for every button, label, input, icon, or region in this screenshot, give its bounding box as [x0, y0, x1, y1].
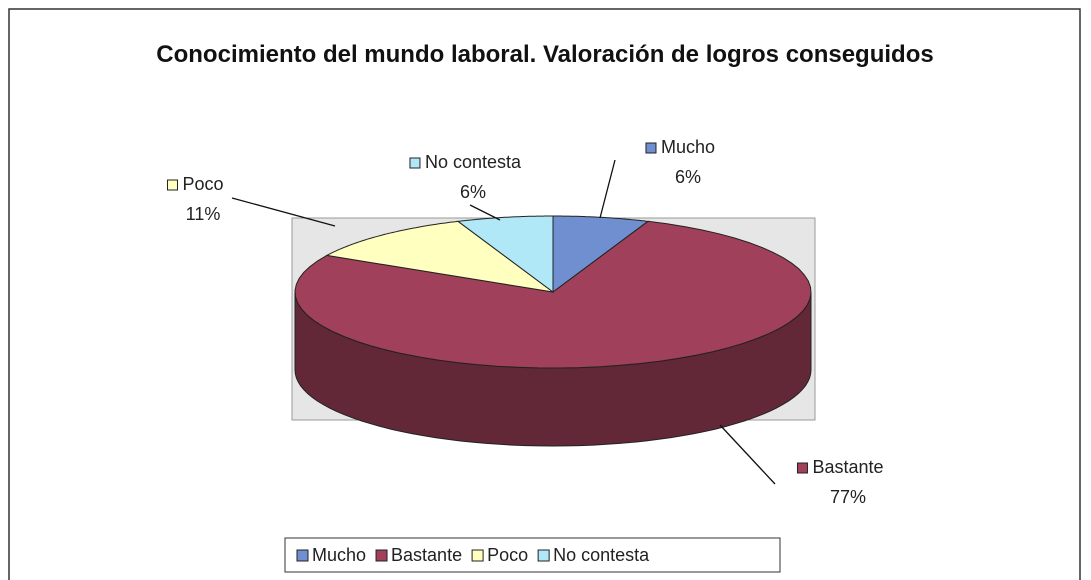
- label-swatch: [409, 157, 421, 169]
- legend-swatch: [296, 549, 309, 562]
- data-label-name: Poco: [182, 174, 223, 194]
- legend-swatch: [471, 549, 484, 562]
- legend-label: No contesta: [553, 545, 650, 565]
- data-label-name: No contesta: [425, 152, 522, 172]
- data-label-value: 6%: [675, 167, 701, 187]
- data-label-value: 6%: [460, 182, 486, 202]
- legend-swatch: [375, 549, 388, 562]
- pie-slice: [294, 220, 812, 369]
- data-label-value: 11%: [186, 204, 221, 224]
- leader-line: [599, 159, 616, 219]
- leader-line: [469, 204, 501, 221]
- pie-slice: [456, 215, 554, 293]
- label-swatch: [166, 179, 178, 191]
- legend-box: [284, 537, 781, 573]
- chart-border: [8, 8, 1081, 580]
- data-label-name: Bastante: [812, 457, 883, 477]
- pie-slice: [552, 215, 650, 293]
- legend-label: Bastante: [391, 545, 462, 565]
- pie-slice: [325, 220, 554, 293]
- data-label-value: 77%: [830, 487, 866, 507]
- data-label-name: Mucho: [661, 137, 715, 157]
- legend-label: Poco: [487, 545, 528, 565]
- label-swatch: [796, 462, 808, 474]
- label-swatch: [645, 142, 657, 154]
- chart-title: Conocimiento del mundo laboral. Valoraci…: [156, 41, 934, 68]
- legend-swatch: [537, 549, 550, 562]
- legend-label: Mucho: [312, 545, 366, 565]
- leader-line: [719, 424, 776, 485]
- leader-line: [231, 197, 336, 227]
